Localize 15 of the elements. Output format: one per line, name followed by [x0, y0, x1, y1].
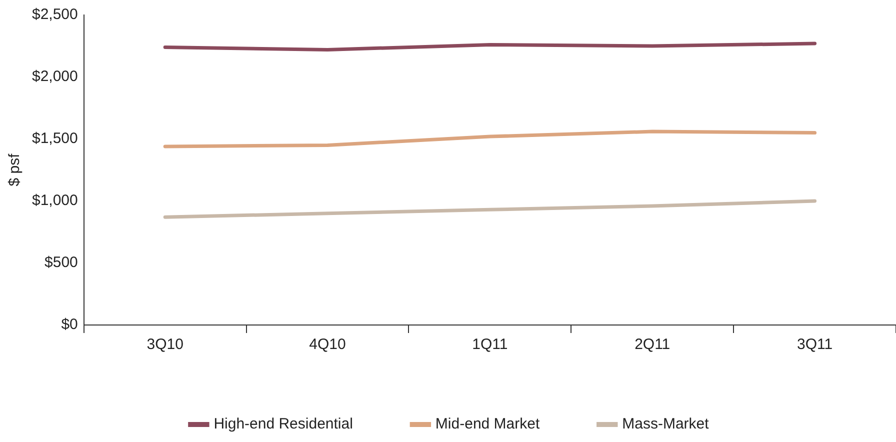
x-tick-label: 3Q11	[796, 336, 833, 354]
y-axis-title: $ psf	[6, 152, 24, 186]
y-tick-label: $2,500	[32, 6, 78, 24]
y-tick-label: $1,000	[32, 192, 78, 210]
legend-label: Mass-Market	[622, 416, 710, 433]
y-tick-label: $1,500	[32, 130, 78, 148]
x-tick-label: 4Q10	[309, 336, 346, 354]
legend-label: Mid-end Market	[435, 416, 540, 433]
x-tick-label: 3Q10	[146, 336, 184, 354]
y-tick-label: $0	[61, 316, 78, 334]
legend-label: High-end Residential	[214, 416, 353, 433]
y-tick-label: $2,000	[32, 68, 78, 86]
y-tick-label: $500	[44, 254, 78, 272]
x-tick-label: 1Q11	[472, 336, 508, 354]
x-tick-label: 2Q11	[634, 336, 670, 354]
